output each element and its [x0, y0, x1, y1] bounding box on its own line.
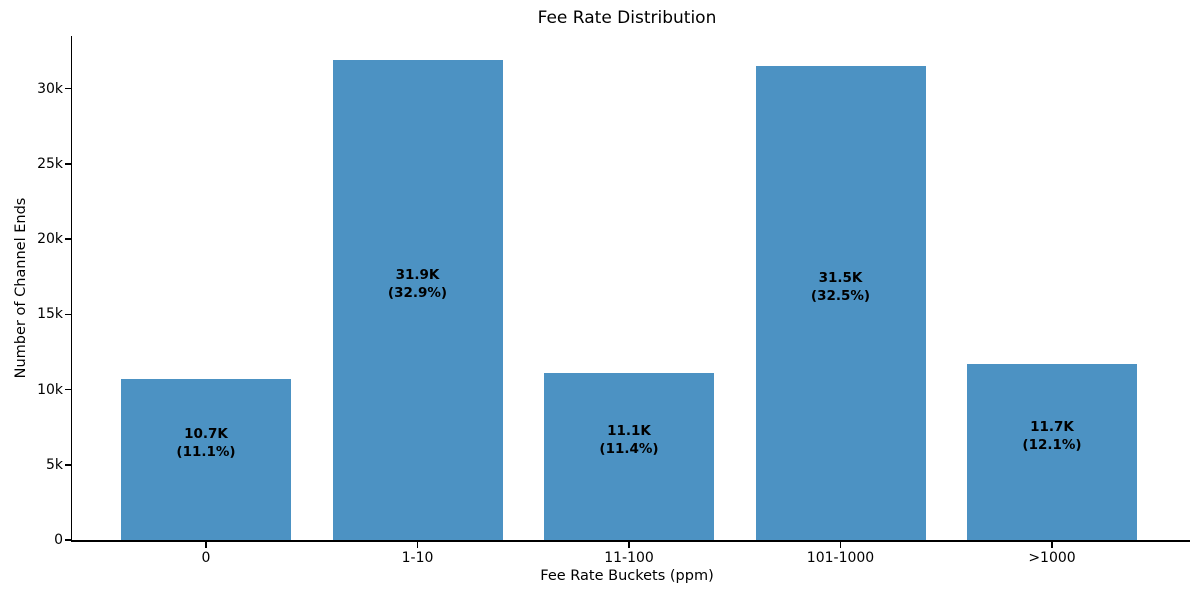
x-tick-label: 11-100 [604, 550, 654, 566]
y-tick-label: 25k [37, 155, 63, 172]
y-axis-line [70, 36, 72, 542]
x-tick-mark [1051, 541, 1053, 548]
x-axis-line [70, 540, 1190, 542]
x-tick-label: >1000 [1028, 550, 1076, 566]
x-tick-label: 101-1000 [806, 550, 875, 566]
x-tick-mark [416, 541, 419, 548]
x-tick-mark [205, 541, 207, 548]
chart-title: Fee Rate Distribution [537, 8, 717, 28]
bar->1000 [967, 363, 1137, 540]
y-axis-label: Number of Channel Ends [13, 197, 29, 379]
x-tick-label: 0 [201, 550, 211, 566]
y-tick-mark [64, 388, 71, 391]
y-tick-label: 15k [37, 306, 63, 323]
x-tick-mark [628, 541, 630, 548]
y-tick-label: 5k [45, 456, 63, 473]
y-tick-label: 0 [54, 532, 63, 548]
x-axis-label: Fee Rate Buckets (ppm) [540, 568, 714, 584]
bar-1-10 [332, 60, 503, 540]
y-tick-mark [64, 464, 71, 466]
bar-101-1000 [755, 66, 926, 540]
y-tick-mark [64, 163, 71, 165]
y-tick-label: 30k [37, 80, 63, 97]
x-tick-label: 1-10 [401, 550, 434, 566]
y-tick-mark [64, 313, 71, 316]
y-tick-mark [64, 238, 71, 240]
bar-11-100 [544, 372, 714, 540]
y-tick-label: 10k [37, 381, 63, 398]
y-tick-mark [64, 87, 71, 90]
x-tick-mark [839, 541, 842, 548]
y-tick-mark [64, 539, 71, 541]
y-tick-label: 20k [37, 231, 63, 248]
bar-0 [121, 378, 291, 540]
